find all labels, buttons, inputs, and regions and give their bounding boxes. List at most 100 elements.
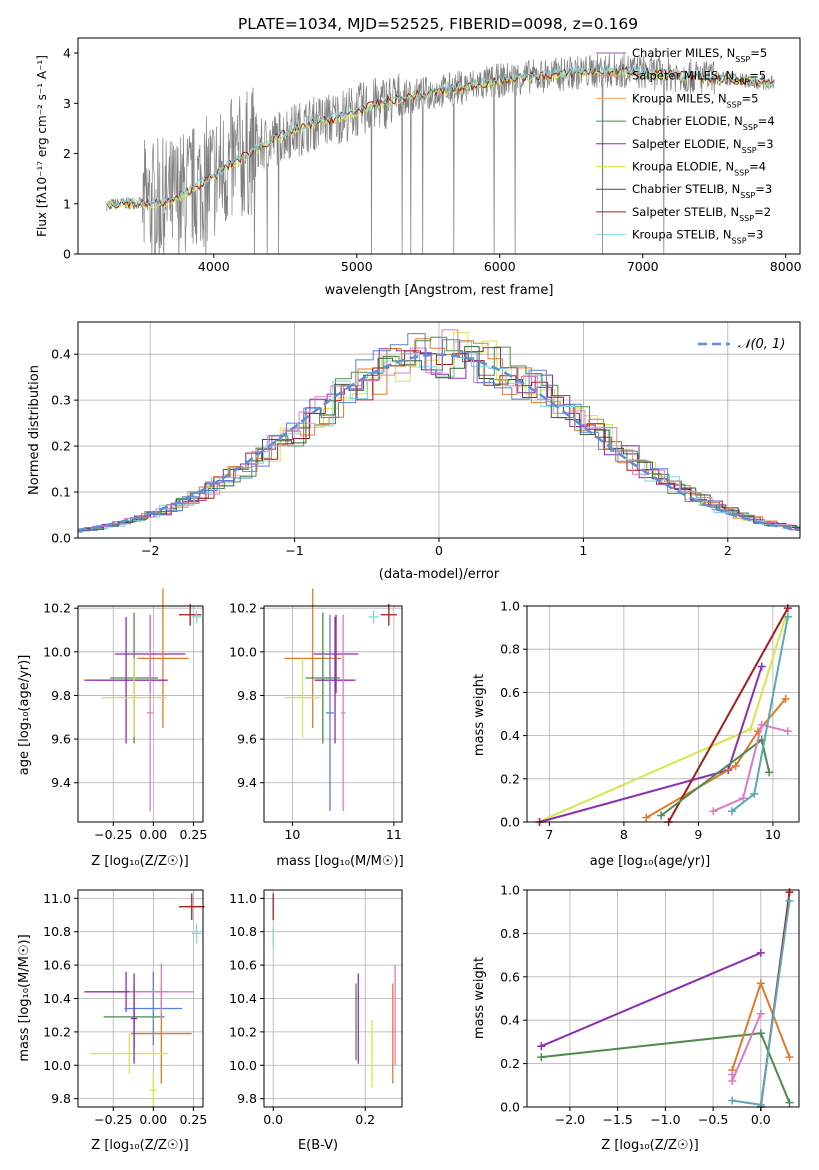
spectrum-ytick-label: 2 — [63, 146, 71, 161]
weight-z-ytick-label: 0.0 — [500, 1100, 520, 1115]
legend-entry: Chabrier STELIB, NSSP=3 — [632, 182, 772, 200]
age-z-ytick-label: 9.6 — [51, 732, 71, 747]
mass-ebv-ytick-label: 10.4 — [229, 991, 257, 1006]
age-z-ytick-label: 9.8 — [51, 688, 71, 703]
spectrum-xtick-label: 7000 — [627, 259, 659, 274]
age-z-ytick-label: 9.4 — [51, 775, 71, 790]
weight-age-ytick-label: 0.2 — [500, 771, 520, 786]
weight-z-xtick-label: −1.5 — [602, 1112, 632, 1127]
mass-z-ytick-label: 10.2 — [43, 1024, 71, 1039]
weight-age-xtick-label: 9 — [694, 827, 702, 842]
spectrum-xtick-label: 5000 — [341, 259, 373, 274]
weight-age-ytick-label: 0.6 — [500, 685, 520, 700]
residual-x-ticks: −2 −1 0 1 2 — [141, 538, 732, 558]
age-mass-x-label: mass [log₁₀(M/M☉)] — [276, 854, 403, 869]
residual-ytick-label: 0.1 — [51, 485, 71, 500]
weight-z-marker — [537, 1042, 546, 1051]
mass-ebv-xtick-label: 0.0 — [263, 1112, 283, 1127]
spectrum-plot-area — [106, 53, 775, 254]
residual-y-ticks: 0.0 0.1 0.2 0.3 0.4 — [51, 347, 78, 546]
weight-age-marker — [731, 761, 740, 770]
spectrum-x-label: wavelength [Angstrom, rest frame] — [325, 283, 554, 298]
weight-z-y-label: mass weight — [472, 957, 487, 1039]
figure-title: PLATE=1034, MJD=52525, FIBERID=0098, z=0… — [238, 15, 638, 33]
spectrum-ytick-label: 3 — [63, 96, 71, 111]
spectrum-panel: 4000 5000 6000 7000 8000 0 1 2 3 4 wavelength [A… — [35, 37, 802, 298]
spectrum-xtick-label: 4000 — [198, 259, 230, 274]
weight-age-line — [645, 698, 787, 819]
spectrum-xtick-label: 6000 — [484, 259, 516, 274]
weight-age-marker — [709, 807, 718, 816]
age-vs-z-panel: −0.25 0.00 0.25 9.4 9.6 9.8 10.0 10.2 — [43, 588, 207, 842]
weight-age-y-label: mass weight — [472, 674, 487, 756]
weight-z-marker — [756, 1009, 765, 1018]
weight-z-marker — [756, 948, 765, 957]
weight-z-ytick-label: 0.6 — [500, 969, 520, 984]
age-mass-xtick-label: 11 — [386, 827, 402, 842]
residual-ytick-label: 0.2 — [51, 439, 71, 454]
age-mass-xtick-label: 10 — [284, 827, 300, 842]
weight-age-marker — [783, 604, 792, 613]
spectrum-legend: Chabrier MILES, NSSP=5 Salpeter MILES, NS… — [596, 46, 775, 245]
spectrum-ytick-label: 4 — [63, 46, 71, 61]
mass-z-ytick-label: 10.4 — [43, 991, 71, 1006]
weight-age-line — [712, 723, 789, 813]
residual-histogram — [78, 341, 800, 532]
weight-age-marker — [739, 794, 748, 803]
weight-age-marker — [781, 694, 790, 703]
age-mass-ytick-label: 9.4 — [237, 775, 257, 790]
residual-xtick-label: −1 — [285, 543, 303, 558]
mass-z-ytick-label: 10.0 — [43, 1058, 71, 1073]
residual-y-label: Normed distribution — [27, 365, 42, 495]
residual-xtick-label: 2 — [724, 543, 732, 558]
weight-vs-z-panel: −2.0 −1.5 −1.0 −0.5 0.0 0.0 0.2 0.4 0.6 0.8 1.0 — [500, 883, 800, 1127]
residual-xtick-label: −2 — [141, 543, 159, 558]
residual-histogram — [78, 329, 800, 531]
weight-age-line — [667, 607, 789, 823]
weight-z-line — [540, 951, 762, 1048]
weight-age-ytick-label: 0.8 — [500, 642, 520, 657]
weight-z-xtick-label: −2.0 — [555, 1112, 585, 1127]
spectrum-xtick-label: 8000 — [770, 259, 802, 274]
mass-z-ytick-label: 11.0 — [43, 891, 71, 906]
weight-z-marker — [756, 979, 765, 988]
weight-age-marker — [746, 725, 755, 734]
legend-entry: Salpeter MILES, NSSP=5 — [632, 69, 766, 87]
weight-z-marker — [537, 1053, 546, 1062]
mass-z-y-label: mass [log₁₀(M/M☉)] — [17, 934, 32, 1061]
residual-xtick-label: 1 — [579, 543, 587, 558]
age-z-ytick-label: 10.0 — [43, 644, 71, 659]
mass-z-ytick-label: 10.8 — [43, 924, 71, 939]
legend-entry: Chabrier MILES, NSSP=5 — [632, 46, 767, 64]
age-z-y-label: age [log₁₀(age/yr)] — [17, 655, 32, 776]
mass-ebv-ytick-label: 9.8 — [237, 1091, 257, 1106]
mass-z-xtick-label: 0.25 — [179, 1112, 207, 1127]
age-z-xtick-label: 0.25 — [179, 827, 207, 842]
residual-xtick-label: 0 — [435, 543, 443, 558]
weight-age-marker — [783, 612, 792, 621]
weight-z-xtick-label: 0.0 — [751, 1112, 771, 1127]
weight-age-ytick-label: 0.4 — [500, 728, 520, 743]
legend-entry: Kroupa STELIB, NSSP=3 — [632, 228, 763, 246]
mass-vs-z-panel: −0.25 0.00 0.25 9.8 10.0 10.2 10.4 10.6 10.8 11.0 — [43, 889, 207, 1127]
panel-border — [263, 605, 403, 823]
age-mass-ytick-label: 10.2 — [229, 601, 257, 616]
normal-legend-label: 𝒩(0, 1) — [738, 337, 785, 352]
residual-ytick-label: 0.4 — [51, 347, 71, 362]
weight-vs-age-panel: 7 8 9 10 0.0 0.2 0.4 0.6 0.8 1.0 — [500, 599, 800, 842]
weight-age-marker — [783, 727, 792, 736]
spectrum-x-ticks: 4000 5000 6000 7000 8000 — [198, 254, 802, 274]
age-vs-mass-panel: 10 11 9.4 9.6 9.8 10.0 10.2 — [229, 588, 403, 842]
weight-z-ytick-label: 0.8 — [500, 926, 520, 941]
spectrum-y-label: Flux [fλ10⁻¹⁷ erg cm⁻² s⁻¹ A⁻¹] — [35, 55, 49, 237]
normal-curve — [77, 353, 801, 532]
legend-entry: Salpeter STELIB, NSSP=2 — [632, 205, 771, 223]
legend-entry: Kroupa MILES, NSSP=5 — [632, 91, 758, 109]
mass-ebv-ytick-label: 10.8 — [229, 924, 257, 939]
spectrum-ytick-label: 0 — [63, 247, 71, 262]
weight-z-marker — [785, 1053, 794, 1062]
age-z-xtick-label: −0.25 — [94, 827, 132, 842]
age-z-x-label: Z [log₁₀(Z/Z☉)] — [91, 854, 188, 869]
weight-age-xtick-label: 7 — [545, 827, 553, 842]
